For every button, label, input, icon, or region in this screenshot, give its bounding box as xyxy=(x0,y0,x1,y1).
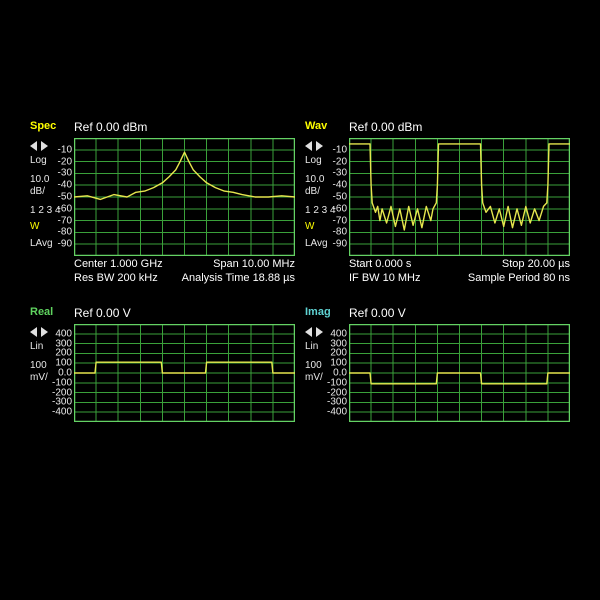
spec-scale-type: Log xyxy=(30,155,61,168)
spec-footer-r2: Analysis Time 18.88 µs xyxy=(182,272,295,284)
imag-ytick: -400 xyxy=(327,407,349,418)
wav-plot xyxy=(349,138,570,256)
spec-footer-l1: Center 1.000 GHz xyxy=(74,258,163,270)
spec-avg-mode: LAvg xyxy=(30,238,61,251)
spec-ytick: -70 xyxy=(58,215,74,226)
spec-ytick: -60 xyxy=(58,203,74,214)
spec-tag: Spec xyxy=(30,120,56,132)
analyzer-screen: SpecLog10.0dB/1 2 3 4WLAvgRef 0.00 dBm-1… xyxy=(30,120,570,460)
spec-footer-l2: Res BW 200 kHz xyxy=(74,272,158,284)
wav-ytick: -70 xyxy=(333,215,349,226)
imag-tag: Imag xyxy=(305,306,331,318)
wav-ytick: -40 xyxy=(333,180,349,191)
wav-avg-mode: LAvg xyxy=(305,238,336,251)
wav-tag: Wav xyxy=(305,120,327,132)
real-plot xyxy=(74,324,295,422)
spec-trace-list: 1 2 3 4 xyxy=(30,205,61,218)
wav-footer-l2: IF BW 10 MHz xyxy=(349,272,421,284)
wav-ytick: -90 xyxy=(333,239,349,250)
wav-ytick: -10 xyxy=(333,144,349,155)
wav-ytick: -80 xyxy=(333,227,349,238)
wav-scale-type: Log xyxy=(305,155,336,168)
spec-ref-level: Ref 0.00 dBm xyxy=(74,120,147,134)
wav-scale-value: 10.0 xyxy=(305,174,336,187)
wav-trace-list: 1 2 3 4 xyxy=(305,205,336,218)
wav-detector: W xyxy=(305,221,336,234)
wav-ytick: -50 xyxy=(333,192,349,203)
wav-footer-r2: Sample Period 80 ns xyxy=(468,272,570,284)
imag-ref-level: Ref 0.00 V xyxy=(349,306,406,320)
spec-plot xyxy=(74,138,295,256)
wav-ref-level: Ref 0.00 dBm xyxy=(349,120,422,134)
real-ytick: -400 xyxy=(52,407,74,418)
spec-detector: W xyxy=(30,221,61,234)
wav-footer-r1: Stop 20.00 µs xyxy=(502,258,570,270)
wav-footer-l1: Start 0.000 s xyxy=(349,258,411,270)
spec-ytick: -80 xyxy=(58,227,74,238)
panel-real: RealLin100mV/Ref 0.00 V4003002001000.0-1… xyxy=(30,306,295,456)
spec-ytick: -20 xyxy=(58,156,74,167)
spec-scale-value: 10.0 xyxy=(30,174,61,187)
real-tag: Real xyxy=(30,306,53,318)
spec-ytick: -10 xyxy=(58,144,74,155)
panel-imag: ImagLin100mV/Ref 0.00 V4003002001000.0-1… xyxy=(305,306,570,456)
spec-scale-unit: dB/ xyxy=(30,186,61,199)
spec-ytick: -30 xyxy=(58,168,74,179)
spec-ytick: -90 xyxy=(58,239,74,250)
spec-footer-r1: Span 10.00 MHz xyxy=(213,258,295,270)
wav-ytick: -20 xyxy=(333,156,349,167)
spec-ytick: -50 xyxy=(58,192,74,203)
wav-ytick: -60 xyxy=(333,203,349,214)
wav-ytick: -30 xyxy=(333,168,349,179)
panel-spec: Spec Log 10.0dB/1 2 3 4 W LAvg Ref 0.00 dBm-1… xyxy=(30,120,295,300)
level-marker-icon xyxy=(30,141,60,151)
level-marker-icon xyxy=(305,141,335,151)
real-ref-level: Ref 0.00 V xyxy=(74,306,131,320)
imag-plot xyxy=(349,324,570,422)
wav-scale-unit: dB/ xyxy=(305,186,336,199)
panel-wav: Wav Log 10.0dB/1 2 3 4 W LAvg Ref 0.00 dBm-10… xyxy=(305,120,570,300)
spec-ytick: -40 xyxy=(58,180,74,191)
